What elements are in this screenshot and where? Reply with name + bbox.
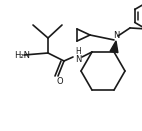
Text: N: N <box>113 31 119 40</box>
Polygon shape <box>110 41 118 53</box>
Text: N: N <box>75 54 81 64</box>
Text: O: O <box>57 77 63 86</box>
Text: H₂N: H₂N <box>14 50 30 59</box>
Text: H: H <box>75 48 81 56</box>
